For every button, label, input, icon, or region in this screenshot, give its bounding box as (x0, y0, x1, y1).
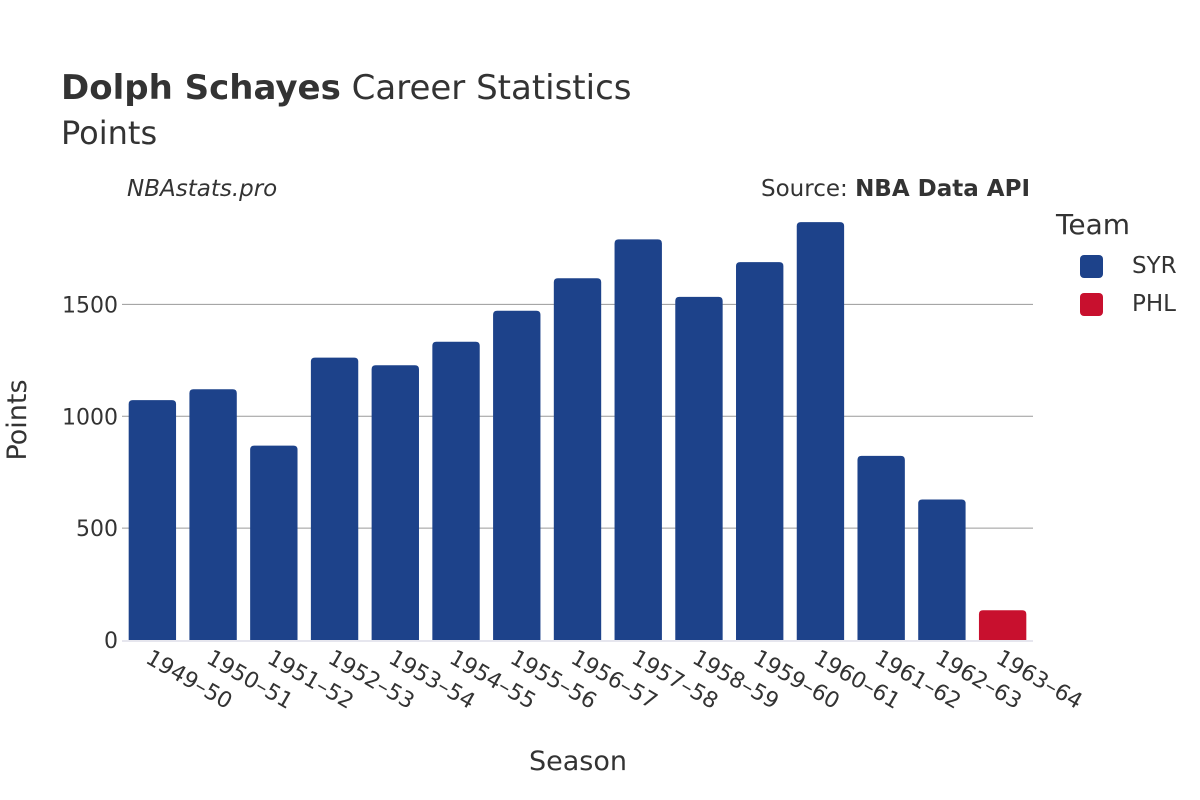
legend-swatch-phl (1080, 292, 1103, 316)
source-prefix: Source: (761, 176, 856, 202)
bar-syr-1954–55[interactable] (432, 341, 480, 640)
bar-syr-1951–52[interactable] (250, 445, 298, 640)
source-credit: Source: NBA Data API (761, 176, 1030, 202)
bar-syr-1959–60[interactable] (736, 262, 784, 640)
bar-syr-1957–58[interactable] (614, 239, 662, 640)
source-name: NBA Data API (855, 176, 1030, 202)
bar-syr-1960–61[interactable] (796, 222, 845, 640)
y-axis-ticks: 0 500 1000 1500 (62, 293, 118, 654)
y-tick-label: 1000 (62, 405, 118, 430)
bar-syr-1955–56[interactable] (493, 310, 541, 640)
legend-label-syr: SYR (1132, 253, 1177, 279)
bar-syr-1962–63[interactable] (918, 499, 966, 640)
legend-swatch-syr (1080, 254, 1103, 278)
bar-syr-1958–59[interactable] (675, 296, 723, 640)
chart-subtitle: Points (61, 114, 158, 152)
bar-syr-1949–50[interactable] (128, 400, 177, 640)
bar-syr-1952–53[interactable] (310, 357, 359, 640)
legend-title: Team (1056, 208, 1131, 241)
y-tick-label: 500 (76, 517, 118, 542)
x-axis-label: Season (529, 746, 627, 777)
title-rest: Career Statistics (340, 68, 632, 108)
player-name: Dolph Schayes (61, 68, 341, 108)
site-watermark: NBAstats.pro (127, 176, 278, 202)
y-tick-label: 0 (104, 629, 118, 654)
bar-syr-1953–54[interactable] (371, 365, 419, 640)
legend-item-syr[interactable]: SYR (1080, 251, 1177, 281)
chart-title: Dolph Schayes Career Statistics (61, 68, 632, 108)
bar-phl-1963–64[interactable] (978, 610, 1027, 640)
bar-syr-1950–51[interactable] (189, 389, 237, 640)
bar-syr-1961–62[interactable] (857, 455, 905, 640)
bars (128, 222, 1027, 640)
y-tick-label: 1500 (62, 293, 118, 318)
x-axis-ticks: 1949–501950–511951–521952–531953–541954–… (141, 646, 1086, 715)
y-axis-label: Points (2, 379, 33, 460)
legend-item-phl[interactable]: PHL (1080, 289, 1176, 319)
legend-label-phl: PHL (1132, 291, 1176, 317)
bar-syr-1956–57[interactable] (553, 278, 602, 640)
